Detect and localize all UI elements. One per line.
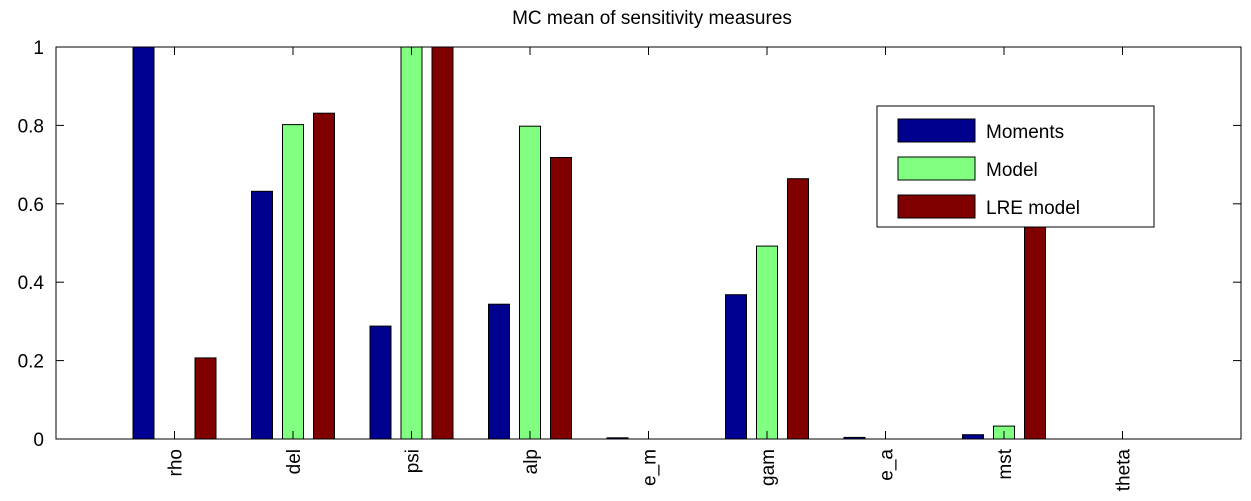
y-tick-label: 0.2 (18, 352, 44, 373)
y-tick-label: 0.6 (18, 195, 44, 216)
legend-label-lre-model: LRE model (986, 198, 1080, 219)
legend-swatch-lre-model (897, 194, 976, 219)
legend-label-moments: Moments (986, 122, 1064, 143)
bar-moments-psi (369, 325, 392, 440)
bars-layer (132, 46, 1046, 440)
x-tick-label-gam: gam (758, 449, 779, 486)
x-tick-label-del: del (284, 449, 305, 474)
bar-lre-model-rho (194, 357, 217, 440)
x-tick-label-alp: alp (521, 449, 542, 474)
bar-model-del (282, 124, 304, 440)
x-tick-label-theta: theta (1114, 449, 1135, 492)
legend-label-model: Model (986, 160, 1038, 181)
bar-moments-rho (132, 46, 155, 440)
bar-model-psi (400, 46, 423, 440)
x-tick-label-e_m: e_m (640, 449, 661, 486)
y-tick-label: 0.8 (18, 116, 44, 137)
x-tick-label-rho: rho (166, 449, 187, 476)
bar-moments-alp (488, 303, 510, 440)
x-tick-label-mst: mst (995, 448, 1016, 479)
bar-lre-model-mst (1024, 223, 1046, 440)
bar-lre-model-del (313, 112, 335, 440)
bar-lre-model-psi (431, 46, 454, 440)
bar-moments-mst (962, 434, 984, 440)
legend: Moments Model LRE model (876, 105, 1155, 228)
x-tick-label-e_a: e_a (877, 449, 898, 481)
x-axis: rho del psi alp e_m gam e_a mst theta (166, 47, 1135, 491)
y-axis: 0 0.2 0.4 0.6 0.8 1 (18, 38, 1241, 451)
chart-title: MC mean of sensitivity measures (512, 8, 792, 29)
y-tick-label: 1 (33, 38, 44, 59)
bar-lre-model-gam (787, 178, 809, 440)
legend-swatch-model (897, 156, 976, 181)
bar-model-alp (519, 125, 541, 440)
y-tick-label: 0 (33, 430, 44, 451)
bar-lre-model-alp (550, 157, 572, 440)
x-tick-label-psi: psi (403, 449, 424, 473)
legend-swatch-moments (897, 118, 976, 143)
bar-model-gam (756, 245, 778, 440)
bar-moments-del (251, 190, 273, 440)
y-tick-label: 0.4 (18, 273, 45, 294)
bar-moments-gam (725, 294, 747, 440)
